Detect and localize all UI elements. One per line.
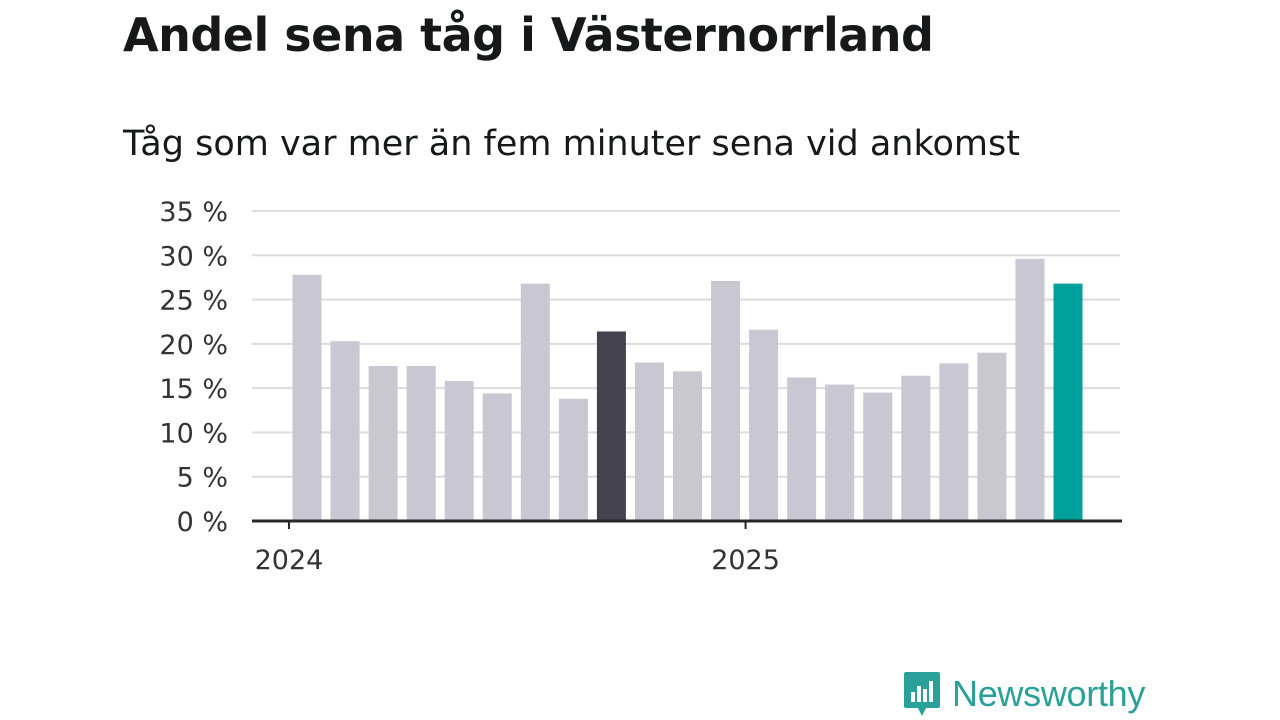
bar <box>673 371 702 521</box>
y-tick-label: 30 % <box>159 241 228 272</box>
bar <box>787 377 817 521</box>
bar <box>330 341 360 521</box>
brand-name: Newsworthy <box>952 673 1146 714</box>
bar <box>444 381 474 521</box>
bar <box>863 392 893 521</box>
chart-subtitle: Tåg som var mer än fem minuter sena vid … <box>123 124 1020 164</box>
bar <box>558 398 588 521</box>
bar <box>292 274 322 521</box>
y-tick-label: 15 % <box>159 374 228 405</box>
brand-logo: Newsworthy <box>902 670 1145 718</box>
bar <box>825 384 855 521</box>
newsworthy-logo-icon <box>904 672 940 716</box>
bar <box>711 280 741 521</box>
bar <box>749 329 779 521</box>
y-tick-label: 10 % <box>159 418 228 449</box>
y-tick-label: 0 % <box>177 507 228 538</box>
bar <box>1053 283 1083 521</box>
bar <box>596 331 626 521</box>
x-tick-label: 2025 <box>711 545 780 576</box>
bar <box>634 362 664 521</box>
x-tick-label: 2024 <box>255 545 324 576</box>
chart-title: Andel sena tåg i Västernorrland <box>123 8 934 62</box>
bar <box>482 393 512 521</box>
bar <box>406 366 436 521</box>
bar <box>368 366 398 521</box>
y-tick-label: 5 % <box>177 463 228 494</box>
y-tick-label: 35 % <box>159 197 228 228</box>
bar <box>977 352 1007 521</box>
bar <box>901 375 931 521</box>
bar <box>939 363 969 521</box>
y-tick-label: 25 % <box>159 286 228 317</box>
bar <box>520 283 550 521</box>
bar <box>1015 258 1045 521</box>
y-tick-label: 20 % <box>159 330 228 361</box>
